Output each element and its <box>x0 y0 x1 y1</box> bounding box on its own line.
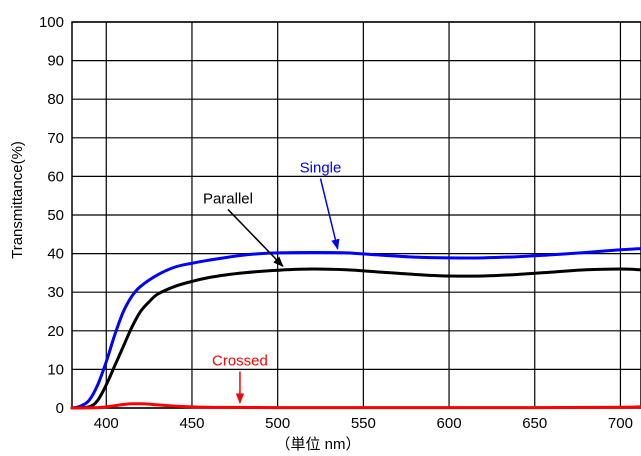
x-axis-label: （単位 nm） <box>275 436 360 453</box>
y-axis-label: Transmittance(%) <box>9 141 26 259</box>
annotation-single: Single <box>300 160 342 177</box>
y-tick-label: 50 <box>47 207 64 224</box>
y-tick-label: 60 <box>47 168 64 185</box>
annotations: Single Parallel Crossed <box>203 160 342 404</box>
grid-lines <box>71 21 641 409</box>
x-tick-label: 600 <box>437 415 462 432</box>
x-tick-label: 450 <box>179 415 204 432</box>
x-tick-label: 400 <box>94 415 119 432</box>
series-line-single <box>70 247 641 410</box>
x-tick-label: 550 <box>351 415 376 432</box>
tick-labels: 0 10 20 30 40 50 60 70 80 90 100 400 450 500 550 600 650… <box>39 14 633 432</box>
annotation-arrow-parallel <box>227 208 284 267</box>
series-line-crossed <box>70 402 641 410</box>
series-lines <box>70 247 641 410</box>
y-tick-label: 10 <box>47 361 64 378</box>
annotation-parallel: Parallel <box>203 190 253 207</box>
y-tick-label: 0 <box>56 400 64 417</box>
x-tick-label: 500 <box>265 415 290 432</box>
x-tick-label: 650 <box>522 415 547 432</box>
series-line-parallel <box>70 267 641 410</box>
x-tick-label: 700 <box>608 415 633 432</box>
y-tick-label: 40 <box>47 246 64 263</box>
y-tick-label: 30 <box>47 284 64 301</box>
annotation-arrow-single <box>319 178 340 250</box>
y-tick-label: 90 <box>47 53 64 70</box>
y-tick-label: 100 <box>39 14 64 31</box>
y-tick-label: 70 <box>47 130 64 147</box>
y-tick-label: 20 <box>47 323 64 340</box>
annotation-crossed: Crossed <box>212 353 268 370</box>
y-tick-label: 80 <box>47 91 64 108</box>
